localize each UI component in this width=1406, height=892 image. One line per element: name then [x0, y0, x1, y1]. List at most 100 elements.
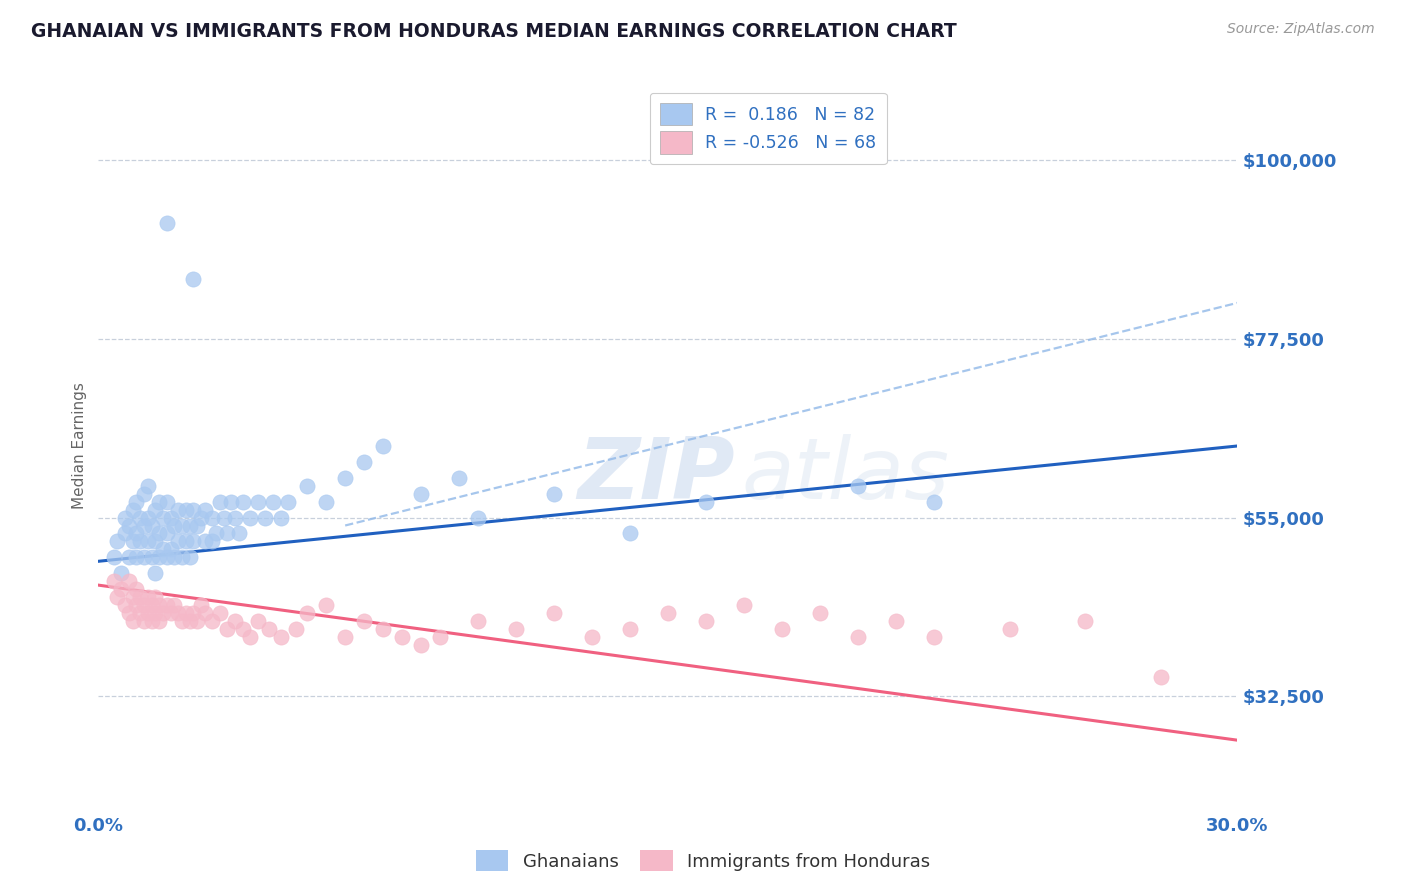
- Point: [270, 630, 292, 644]
- Point: [132, 614, 155, 628]
- Point: [132, 598, 155, 612]
- Point: [543, 606, 565, 620]
- Point: [179, 518, 201, 533]
- Point: [228, 526, 250, 541]
- Point: [159, 510, 181, 524]
- Y-axis label: Median Earnings: Median Earnings: [72, 383, 87, 509]
- Point: [190, 510, 212, 524]
- Point: [141, 550, 163, 565]
- Point: [170, 518, 193, 533]
- Point: [136, 510, 159, 524]
- Point: [110, 582, 132, 596]
- Point: [297, 606, 319, 620]
- Point: [156, 550, 179, 565]
- Point: [505, 622, 527, 636]
- Point: [125, 526, 148, 541]
- Point: [194, 502, 217, 516]
- Point: [167, 606, 190, 620]
- Point: [125, 582, 148, 596]
- Point: [163, 598, 186, 612]
- Legend: R =  0.186   N = 82, R = -0.526   N = 68: R = 0.186 N = 82, R = -0.526 N = 68: [650, 93, 887, 164]
- Point: [467, 510, 489, 524]
- Point: [619, 526, 641, 541]
- Point: [114, 598, 136, 612]
- Point: [246, 494, 269, 508]
- Point: [429, 630, 451, 644]
- Point: [239, 630, 262, 644]
- Point: [467, 614, 489, 628]
- Point: [205, 526, 228, 541]
- Point: [156, 598, 179, 612]
- Point: [884, 614, 907, 628]
- Text: ZIP: ZIP: [576, 434, 734, 516]
- Point: [132, 518, 155, 533]
- Point: [103, 574, 125, 589]
- Point: [125, 598, 148, 612]
- Point: [846, 479, 869, 493]
- Point: [695, 494, 717, 508]
- Point: [581, 630, 603, 644]
- Point: [148, 526, 170, 541]
- Point: [186, 518, 208, 533]
- Point: [141, 518, 163, 533]
- Point: [170, 614, 193, 628]
- Point: [125, 550, 148, 565]
- Point: [262, 494, 284, 508]
- Point: [129, 590, 152, 604]
- Point: [259, 622, 281, 636]
- Point: [118, 606, 141, 620]
- Point: [121, 590, 143, 604]
- Point: [118, 550, 141, 565]
- Point: [136, 606, 159, 620]
- Point: [159, 606, 181, 620]
- Point: [156, 216, 179, 230]
- Point: [353, 455, 375, 469]
- Point: [103, 550, 125, 565]
- Point: [217, 526, 239, 541]
- Point: [145, 566, 167, 581]
- Point: [315, 598, 337, 612]
- Point: [770, 622, 793, 636]
- Point: [145, 590, 167, 604]
- Point: [695, 614, 717, 628]
- Point: [163, 518, 186, 533]
- Point: [270, 510, 292, 524]
- Point: [129, 510, 152, 524]
- Point: [129, 606, 152, 620]
- Point: [141, 614, 163, 628]
- Point: [186, 614, 208, 628]
- Point: [174, 502, 197, 516]
- Point: [174, 606, 197, 620]
- Text: GHANAIAN VS IMMIGRANTS FROM HONDURAS MEDIAN EARNINGS CORRELATION CHART: GHANAIAN VS IMMIGRANTS FROM HONDURAS MED…: [31, 22, 956, 41]
- Point: [190, 598, 212, 612]
- Point: [315, 494, 337, 508]
- Point: [201, 510, 224, 524]
- Point: [208, 494, 231, 508]
- Point: [174, 534, 197, 549]
- Point: [208, 606, 231, 620]
- Point: [371, 622, 394, 636]
- Point: [239, 510, 262, 524]
- Point: [1074, 614, 1097, 628]
- Point: [922, 630, 945, 644]
- Point: [1150, 669, 1173, 683]
- Point: [232, 494, 254, 508]
- Point: [118, 518, 141, 533]
- Point: [224, 510, 246, 524]
- Point: [335, 471, 357, 485]
- Point: [619, 622, 641, 636]
- Point: [114, 526, 136, 541]
- Point: [163, 550, 186, 565]
- Point: [152, 542, 174, 557]
- Point: [411, 486, 433, 500]
- Point: [121, 534, 143, 549]
- Point: [148, 598, 170, 612]
- Point: [221, 494, 243, 508]
- Point: [141, 598, 163, 612]
- Point: [167, 534, 190, 549]
- Point: [179, 550, 201, 565]
- Point: [136, 479, 159, 493]
- Point: [159, 542, 181, 557]
- Point: [297, 479, 319, 493]
- Point: [201, 534, 224, 549]
